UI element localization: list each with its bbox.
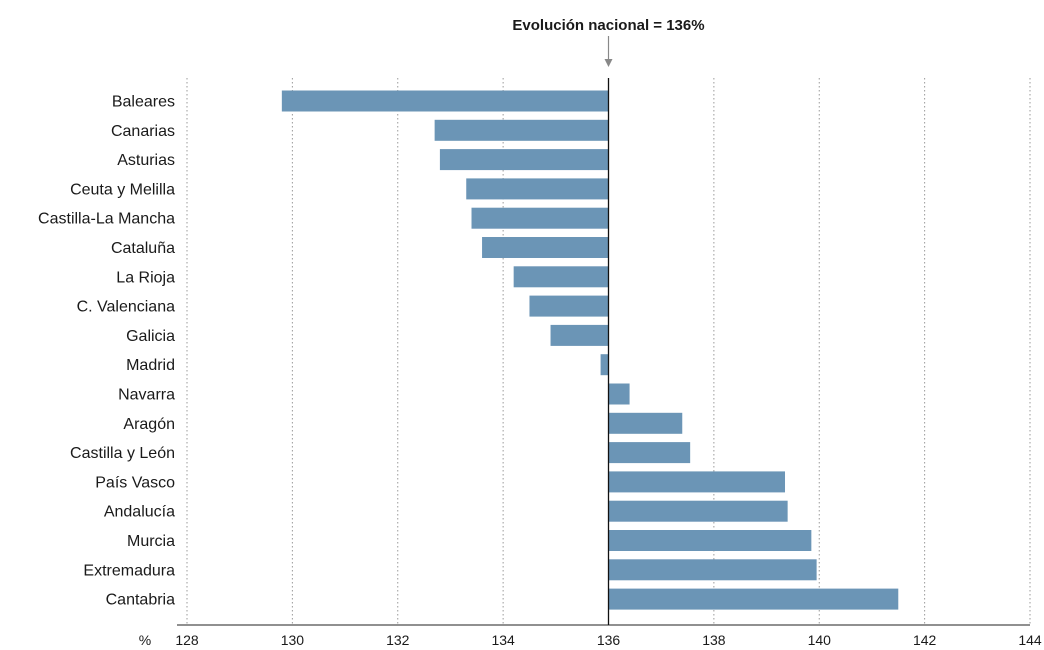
category-label: Baleares	[112, 94, 175, 111]
bar-castilla-y-le-n	[608, 442, 691, 464]
bar-navarra	[608, 383, 630, 405]
bar-pa-s-vasco	[608, 471, 786, 493]
bar-extremadura	[608, 559, 817, 581]
bar-andaluc-a	[608, 500, 788, 522]
bar-madrid	[600, 354, 609, 376]
x-tick-label: 144	[1018, 632, 1042, 648]
bar-c-valenciana	[529, 295, 609, 317]
x-tick-label: 134	[491, 632, 515, 648]
x-unit-label: %	[139, 632, 151, 648]
bar-cantabria	[608, 588, 899, 610]
category-label: Asturias	[117, 152, 175, 169]
category-label: Castilla-La Mancha	[38, 211, 175, 228]
x-tick-label: 128	[175, 632, 199, 648]
x-tick-label: 142	[913, 632, 937, 648]
category-label: La Rioja	[116, 269, 175, 286]
x-tick-label: 132	[386, 632, 410, 648]
bar-baleares	[281, 90, 609, 112]
x-tick-label: 140	[808, 632, 832, 648]
category-labels: Baleares Canarias Asturias Ceuta y Melilla C…	[38, 94, 175, 609]
bar-asturias	[439, 149, 609, 171]
reference-label: Evolución nacional = 136%	[512, 17, 704, 34]
category-label: Cataluña	[111, 240, 175, 257]
reference-arrow-icon	[604, 59, 613, 67]
category-label: País Vasco	[95, 474, 175, 491]
x-tick-labels: 128 130 132 134 136 138 140 142 144	[175, 632, 1042, 648]
bar-castilla-la-mancha	[471, 207, 609, 229]
category-label: Andalucía	[104, 504, 175, 521]
bar-murcia	[608, 530, 812, 551]
bar-galicia	[550, 324, 609, 346]
category-label: Ceuta y Melilla	[70, 181, 175, 198]
bar-arag-n	[608, 412, 683, 434]
bar-canarias	[434, 119, 609, 141]
category-label: Castilla y León	[70, 445, 175, 462]
category-label: Canarias	[111, 123, 175, 140]
bar-catalu-a	[482, 237, 609, 258]
category-label: Madrid	[126, 357, 175, 374]
category-label: Extremadura	[83, 562, 175, 579]
x-tick-label: 136	[597, 632, 621, 648]
category-label: Aragón	[123, 416, 175, 433]
x-tick-label: 138	[702, 632, 726, 648]
bar-la-rioja	[513, 266, 609, 288]
bars	[281, 90, 899, 610]
category-label: C. Valenciana	[77, 299, 176, 316]
category-label: Galicia	[126, 328, 175, 345]
category-label: Cantabria	[106, 592, 175, 609]
bar-ceuta-y-melilla	[466, 178, 609, 200]
category-label: Murcia	[127, 533, 175, 550]
category-label: Navarra	[118, 387, 175, 404]
x-tick-label: 130	[281, 632, 305, 648]
gridlines	[186, 78, 1031, 625]
